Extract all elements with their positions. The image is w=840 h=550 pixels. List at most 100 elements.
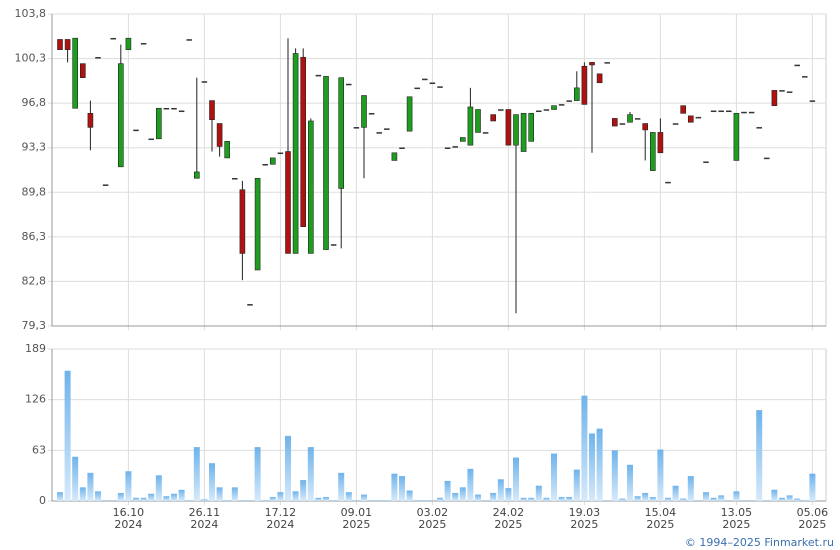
candle-body — [72, 37, 78, 109]
candle-body — [437, 86, 443, 88]
candle-body — [771, 90, 778, 106]
candle-body — [254, 177, 261, 271]
volume-bar — [528, 497, 535, 501]
y-tick-label: 89,8 — [22, 185, 47, 198]
candle-body — [186, 39, 192, 41]
candle-body — [163, 107, 170, 110]
candle-body — [422, 78, 428, 81]
volume-bar — [315, 497, 322, 501]
volume-bar — [163, 496, 170, 501]
candle-body — [627, 114, 633, 123]
candle-body — [140, 43, 147, 45]
volume-bar — [262, 500, 269, 501]
volume-bar — [171, 493, 177, 501]
volume-bar — [748, 500, 755, 501]
x-tick-label: 26.11 2024 — [188, 506, 221, 531]
volume-bar — [368, 500, 375, 501]
candle-body — [589, 62, 595, 66]
candle-body — [269, 157, 276, 165]
volume-bar — [231, 487, 238, 501]
candle-body — [634, 118, 641, 120]
candle-body — [406, 96, 413, 132]
volume-bar — [186, 500, 193, 501]
candle-body — [665, 181, 671, 184]
y-tick-label: 189 — [25, 342, 46, 355]
candle-body — [209, 100, 215, 120]
candle-body — [794, 64, 800, 67]
candle-body — [475, 109, 481, 133]
volume-bar — [247, 500, 253, 501]
candle-body — [551, 105, 557, 110]
x-tick-label: 05.06 2025 — [796, 506, 829, 531]
candle-body — [64, 39, 71, 50]
volume-bar — [209, 463, 215, 501]
candle-body — [429, 82, 436, 85]
candle-body — [194, 171, 200, 179]
volume-bar — [604, 500, 611, 501]
candle-body — [102, 184, 109, 186]
candle-body — [201, 81, 208, 83]
y-tick-label: 82,8 — [22, 274, 47, 287]
volume-bar — [353, 500, 360, 501]
candle-body — [95, 57, 101, 59]
candle-body — [490, 114, 497, 122]
volume-bar — [543, 497, 550, 501]
volume-bar — [459, 487, 466, 501]
y-tick-label: 100,3 — [15, 52, 47, 65]
candle-body — [232, 178, 238, 180]
y-tick-label: 79,3 — [22, 319, 47, 332]
candle-body — [323, 76, 329, 250]
volume-bar — [520, 497, 527, 501]
candle-body — [353, 127, 360, 129]
candle-body — [619, 123, 626, 125]
volume-bar — [64, 370, 71, 501]
volume-bar — [581, 395, 588, 501]
volume-bar — [786, 495, 793, 501]
candle-body — [171, 107, 177, 110]
volume-bar — [566, 496, 573, 501]
candle-body — [148, 138, 154, 141]
volume-bar — [703, 492, 709, 501]
volume-bar — [657, 449, 664, 501]
volume-bar — [57, 492, 63, 501]
candle-body — [543, 109, 550, 111]
candle-body — [733, 113, 740, 161]
volume-bar — [323, 496, 329, 501]
candle-body — [414, 87, 420, 90]
candle-body — [178, 110, 185, 113]
volume-bar — [733, 491, 740, 501]
candle-body — [756, 127, 762, 129]
volume-bar — [140, 497, 147, 501]
volume-bar — [505, 488, 512, 501]
candle-body — [513, 114, 519, 146]
candle-body — [726, 110, 732, 113]
candle-body — [498, 109, 504, 111]
x-tick-label: 13.05 2025 — [720, 506, 753, 531]
volume-bar — [155, 475, 162, 501]
volume-bar — [95, 491, 101, 501]
volume-bar — [254, 447, 261, 501]
volume-bar — [125, 471, 132, 501]
volume-bar — [110, 500, 117, 501]
volume-bar — [710, 497, 717, 501]
candle-body — [528, 113, 535, 142]
volume-bar — [634, 496, 641, 501]
candle-body — [376, 132, 382, 134]
y-tick-label: 86,3 — [22, 230, 47, 243]
plot-area — [51, 13, 827, 327]
candle-body — [809, 100, 816, 102]
y-tick-label: 103,8 — [15, 7, 47, 20]
candle-body — [262, 164, 268, 166]
candle-body — [649, 132, 656, 171]
volume-bar — [467, 468, 474, 501]
candle-body — [125, 37, 132, 50]
y-tick-label: 63 — [32, 443, 46, 456]
candle-body — [581, 65, 588, 105]
candle-body — [391, 152, 398, 161]
y-tick-label: 0 — [39, 494, 46, 507]
candle-body — [57, 39, 63, 50]
x-tick-label: 15.04 2025 — [644, 506, 677, 531]
volume-bar — [224, 500, 231, 501]
volume-bar — [87, 472, 94, 501]
volume-bar — [725, 500, 732, 501]
